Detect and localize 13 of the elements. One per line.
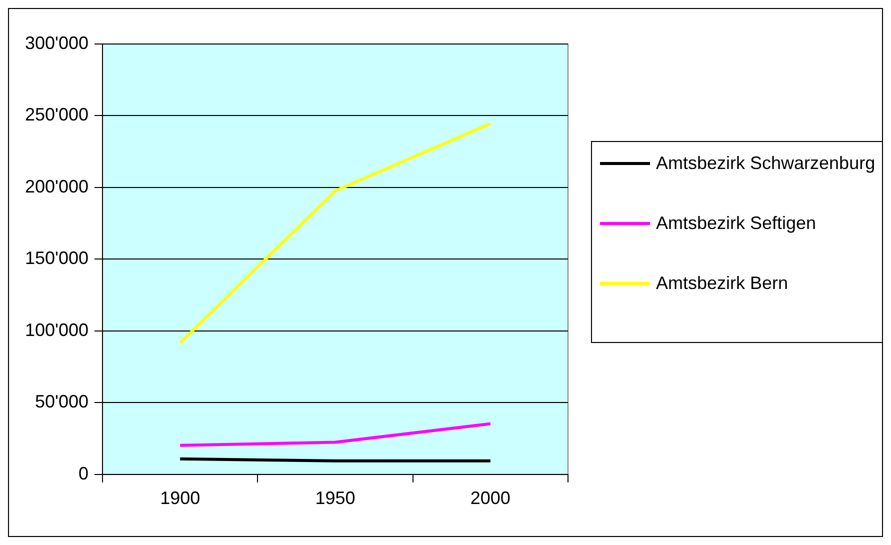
- y-tick-label: 300'000: [24, 32, 88, 53]
- y-tick-label: 0: [78, 463, 88, 484]
- x-tick-label: 2000: [470, 488, 510, 508]
- y-tick-label: 200'000: [24, 176, 88, 196]
- y-tick-label: 100'000: [24, 320, 88, 340]
- legend-label: Amtsbezirk Seftigen: [656, 212, 818, 234]
- y-tick-label: 250'000: [24, 104, 88, 125]
- x-tick-label: 1900: [160, 488, 200, 508]
- legend-label: Amtsbezirk Schwarzenburg: [656, 152, 876, 174]
- y-tick-label: 50'000: [35, 392, 88, 412]
- legend-label: Amtsbezirk Bern: [656, 272, 790, 294]
- y-tick-label: 150'000: [24, 248, 88, 268]
- x-tick-label: 1950: [315, 488, 356, 508]
